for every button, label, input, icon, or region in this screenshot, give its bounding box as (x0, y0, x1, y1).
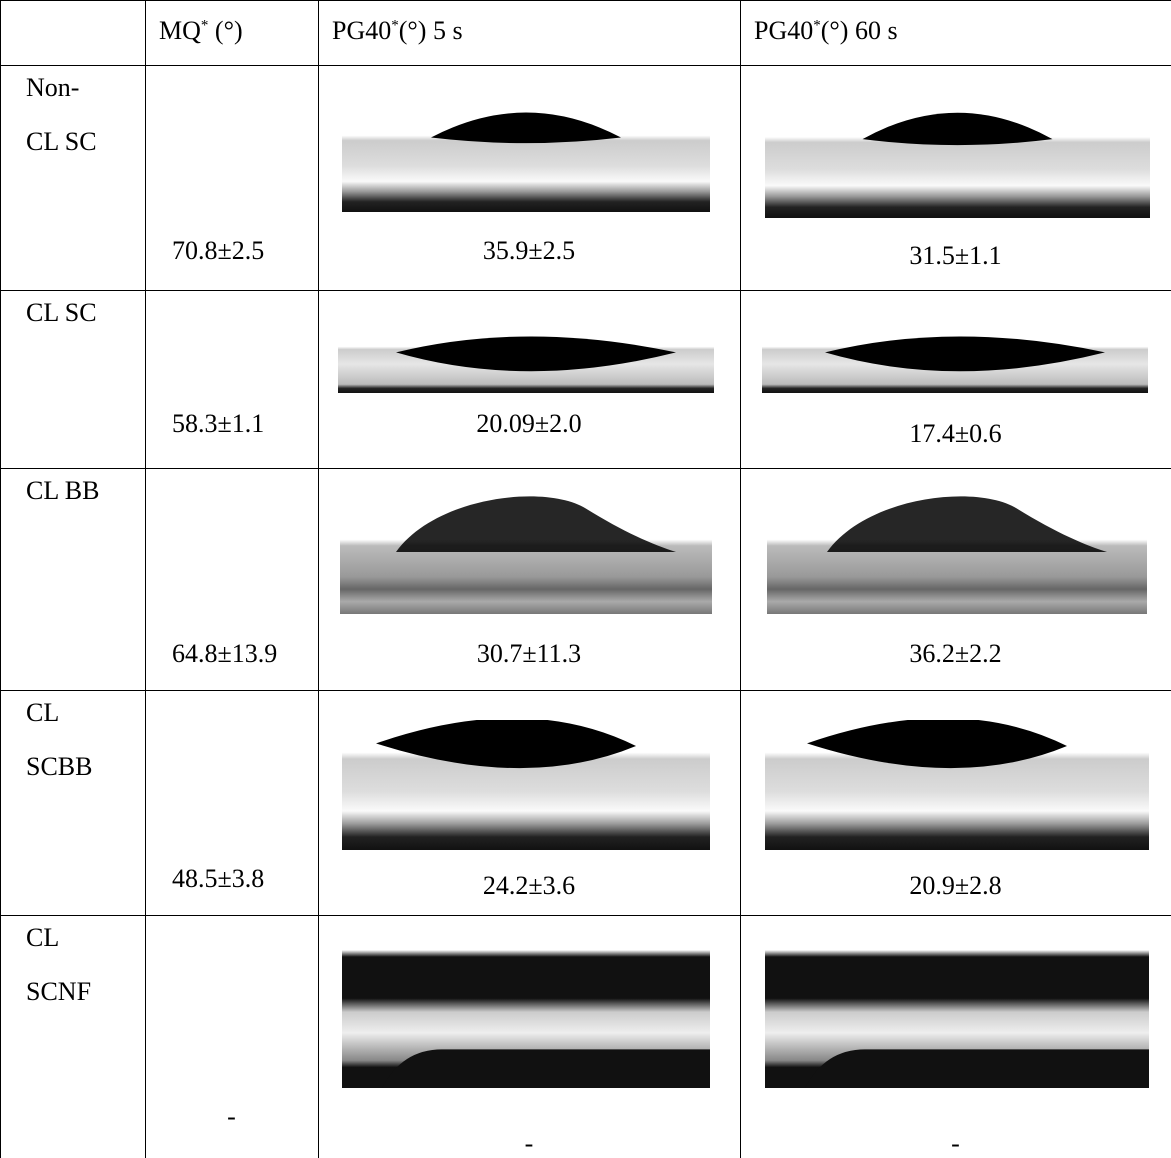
value-cell: 20.09±2.0 (476, 409, 581, 439)
droplet-image (340, 490, 712, 614)
row-label: CL SC (26, 127, 97, 157)
header-part: (°) (208, 16, 242, 45)
droplet-image (342, 110, 710, 212)
row-label: CL BB (26, 476, 99, 506)
value-cell: 64.8±13.9 (172, 639, 277, 669)
droplet-image (762, 335, 1148, 393)
row-label: CL (26, 698, 59, 728)
header-text: PG40*(°) 60 s (754, 16, 898, 46)
header-part: PG40 (332, 16, 391, 45)
droplet-image (765, 950, 1149, 1088)
header-part: (°) 5 s (399, 16, 463, 45)
value-cell: 48.5±3.8 (172, 864, 264, 894)
row-label: SCNF (26, 977, 91, 1007)
value-cell: 31.5±1.1 (909, 241, 1001, 271)
value-cell: 36.2±2.2 (909, 639, 1001, 669)
header-part: MQ (159, 16, 201, 45)
value-cell: 35.9±2.5 (483, 236, 575, 266)
droplet-image (342, 950, 710, 1088)
row-label: CL (26, 923, 59, 953)
header-part: PG40 (754, 16, 813, 45)
header-text: PG40*(°) 5 s (332, 16, 463, 46)
row-label: SCBB (26, 752, 93, 782)
droplet-image (765, 720, 1149, 850)
value-cell: - (227, 1102, 236, 1132)
droplet-image (342, 720, 710, 850)
value-cell: 24.2±3.6 (483, 871, 575, 901)
value-cell: 20.9±2.8 (909, 871, 1001, 901)
value-cell: 30.7±11.3 (477, 639, 581, 669)
droplet-image (765, 110, 1150, 218)
table-cell (145, 290, 319, 469)
header-text: MQ* (°) (159, 16, 243, 46)
value-cell: 70.8±2.5 (172, 236, 264, 266)
footnote-mark: * (391, 17, 399, 33)
value-cell: 17.4±0.6 (909, 419, 1001, 449)
row-label: Non- (26, 73, 79, 103)
value-cell: 58.3±1.1 (172, 409, 264, 439)
table-cell (0, 915, 146, 1158)
table: MQ* (°)PG40*(°) 5 sPG40*(°) 60 sNon-CL S… (0, 0, 1171, 1158)
footnote-mark: * (813, 17, 821, 33)
droplet-image (767, 490, 1147, 614)
value-cell: - (951, 1129, 960, 1158)
row-label: CL SC (26, 298, 97, 328)
droplet-image (338, 335, 714, 393)
table-cell (0, 0, 146, 66)
table-cell (0, 690, 146, 916)
value-cell: - (525, 1129, 534, 1158)
header-part: (°) 60 s (821, 16, 898, 45)
